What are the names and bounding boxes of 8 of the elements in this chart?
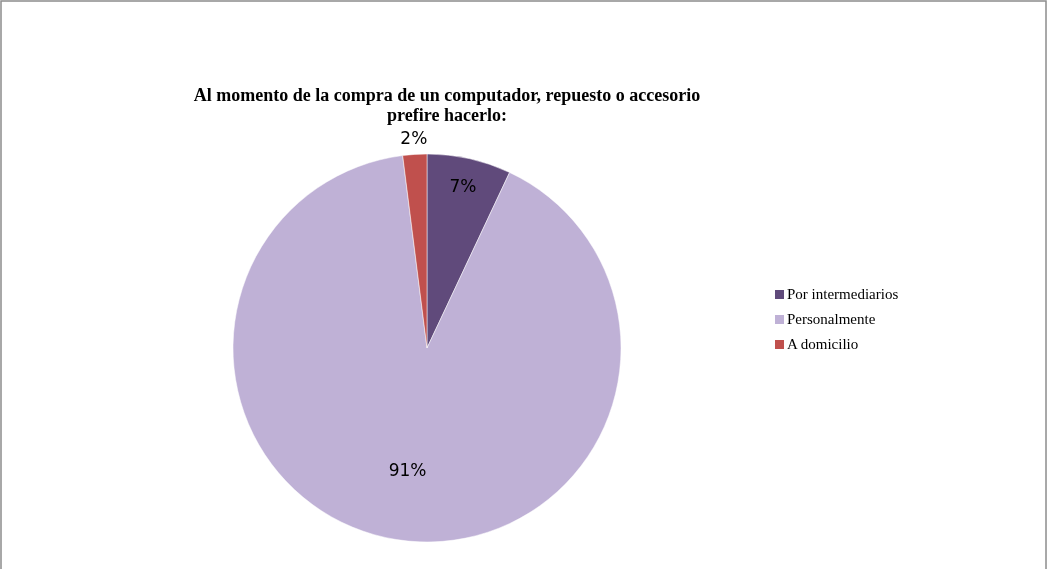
pie-slice [232,155,622,543]
data-label: 2% [400,127,428,148]
chart-title: Al momento de la compra de un computador, repuesto o accesorio prefire hacerlo: [193,85,701,125]
legend-label: Por intermediarios [787,286,899,302]
legend-label: A domicilio [787,336,859,352]
legend-label: Personalmente [787,311,876,327]
data-label: 7% [449,176,477,197]
data-label: 91% [388,459,427,480]
